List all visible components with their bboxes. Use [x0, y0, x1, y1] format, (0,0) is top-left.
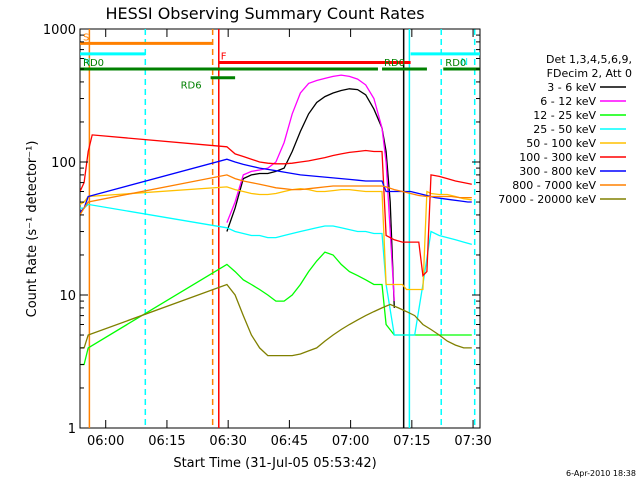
state-bar-label-7: RD6: [181, 81, 202, 92]
series-line-8: [80, 283, 472, 357]
y-tick-label-0: 1: [68, 422, 76, 437]
timestamp: 6-Apr-2010 18:38: [566, 469, 636, 478]
series-line-7: [80, 174, 472, 216]
legend-label-5: 100 - 300 keV: [519, 151, 596, 164]
legend-label-8: 7000 - 20000 keV: [498, 193, 596, 206]
legend-label-7: 800 - 7000 keV: [512, 179, 596, 192]
state-bar-label-2: N: [461, 57, 468, 68]
state-bar-label-3: F: [221, 51, 227, 62]
x-tick-label-3: 06:45: [271, 434, 308, 449]
x-axis-label: Start Time (31-Jul-05 05:53:42): [173, 456, 376, 471]
y-tick-label-1: 10: [59, 289, 76, 304]
legend-label-6: 300 - 800 keV: [519, 165, 596, 178]
legend-label-3: 25 - 50 keV: [533, 123, 596, 136]
legend-label-2: 12 - 25 keV: [533, 109, 596, 122]
series-line-0: [226, 88, 395, 308]
series-line-6: [80, 158, 472, 213]
plot-frame: [79, 28, 481, 429]
x-tick-label-0: 06:00: [87, 434, 124, 449]
chart-title: HESSI Observing Summary Count Rates: [105, 4, 424, 23]
x-tick-label-5: 07:15: [393, 434, 430, 449]
x-tick-label-2: 06:30: [209, 434, 246, 449]
series-line-1: [226, 74, 395, 302]
y-tick-label-2: 100: [51, 156, 76, 171]
legend-label-4: 50 - 100 keV: [526, 137, 596, 150]
state-bar-label-0: S: [83, 32, 89, 43]
y-tick-label-3: 1000: [43, 23, 76, 38]
series-line-4: [80, 186, 472, 291]
x-tick-label-4: 07:00: [332, 434, 369, 449]
legend-header-1: FDecim 2, Att 0: [547, 67, 632, 80]
legend: Det 1,3,4,5,6,9,FDecim 2, Att 03 - 6 keV…: [498, 53, 632, 206]
state-bar-label-4: RD0: [83, 58, 104, 69]
legend-label-1: 6 - 12 keV: [540, 95, 596, 108]
series-line-5: [80, 134, 472, 278]
legend-header-0: Det 1,3,4,5,6,9,: [546, 53, 632, 66]
state-bar-label-6: RD0: [445, 58, 466, 69]
y-axis-label: Count Rate (s⁻¹ detector⁻¹): [25, 141, 40, 318]
x-tick-label-6: 07:30: [454, 434, 491, 449]
state-bar-label-1: N: [83, 57, 90, 68]
state-bar-label-5: RD0: [384, 58, 405, 69]
legend-label-0: 3 - 6 keV: [547, 81, 596, 94]
x-tick-label-1: 06:15: [148, 434, 185, 449]
series-line-2: [80, 251, 472, 366]
